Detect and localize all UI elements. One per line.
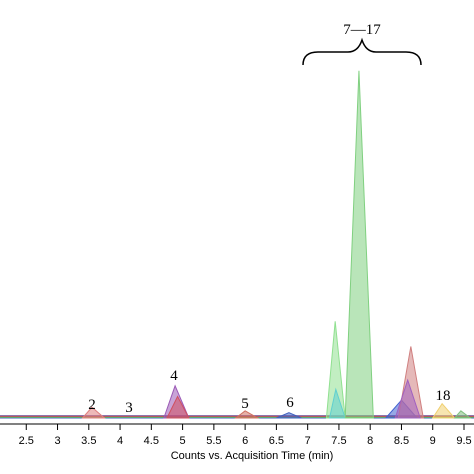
peak-label: 5 bbox=[241, 396, 249, 412]
peak bbox=[166, 395, 190, 419]
x-tick-label: 2.5 bbox=[19, 435, 34, 447]
x-tick-label: 9 bbox=[430, 435, 436, 447]
x-tick-label: 7.5 bbox=[331, 435, 346, 447]
x-tick-label: 5.5 bbox=[206, 435, 221, 447]
peak bbox=[453, 410, 472, 419]
x-tick-label: 7 bbox=[305, 435, 311, 447]
x-tick-label: 6 bbox=[242, 435, 248, 447]
x-axis-title: Counts vs. Acquisition Time (min) bbox=[171, 450, 334, 462]
x-tick-label: 8.5 bbox=[394, 435, 409, 447]
peak-label: 4 bbox=[170, 368, 178, 384]
peak-label: 2 bbox=[88, 397, 96, 413]
x-tick-label: 5 bbox=[180, 435, 186, 447]
peak bbox=[81, 406, 106, 419]
peak-label: 7—17 bbox=[343, 22, 381, 38]
x-tick-label: 9.5 bbox=[456, 435, 471, 447]
peak bbox=[431, 402, 456, 419]
peak bbox=[394, 378, 421, 419]
peak bbox=[344, 70, 374, 419]
brace bbox=[302, 37, 422, 66]
x-tick-label: 4 bbox=[117, 435, 123, 447]
peak bbox=[328, 387, 346, 419]
x-tick-label: 3 bbox=[54, 435, 60, 447]
peak-label: 6 bbox=[286, 395, 294, 411]
x-tick-label: 4.5 bbox=[144, 435, 159, 447]
x-tick-label: 3.5 bbox=[81, 435, 96, 447]
peak-label: 3 bbox=[125, 400, 133, 416]
x-tick-label: 8 bbox=[367, 435, 373, 447]
peak bbox=[234, 410, 260, 419]
x-tick-label: 6.5 bbox=[269, 435, 284, 447]
peak-label: 18 bbox=[436, 388, 451, 404]
peak bbox=[276, 412, 302, 419]
